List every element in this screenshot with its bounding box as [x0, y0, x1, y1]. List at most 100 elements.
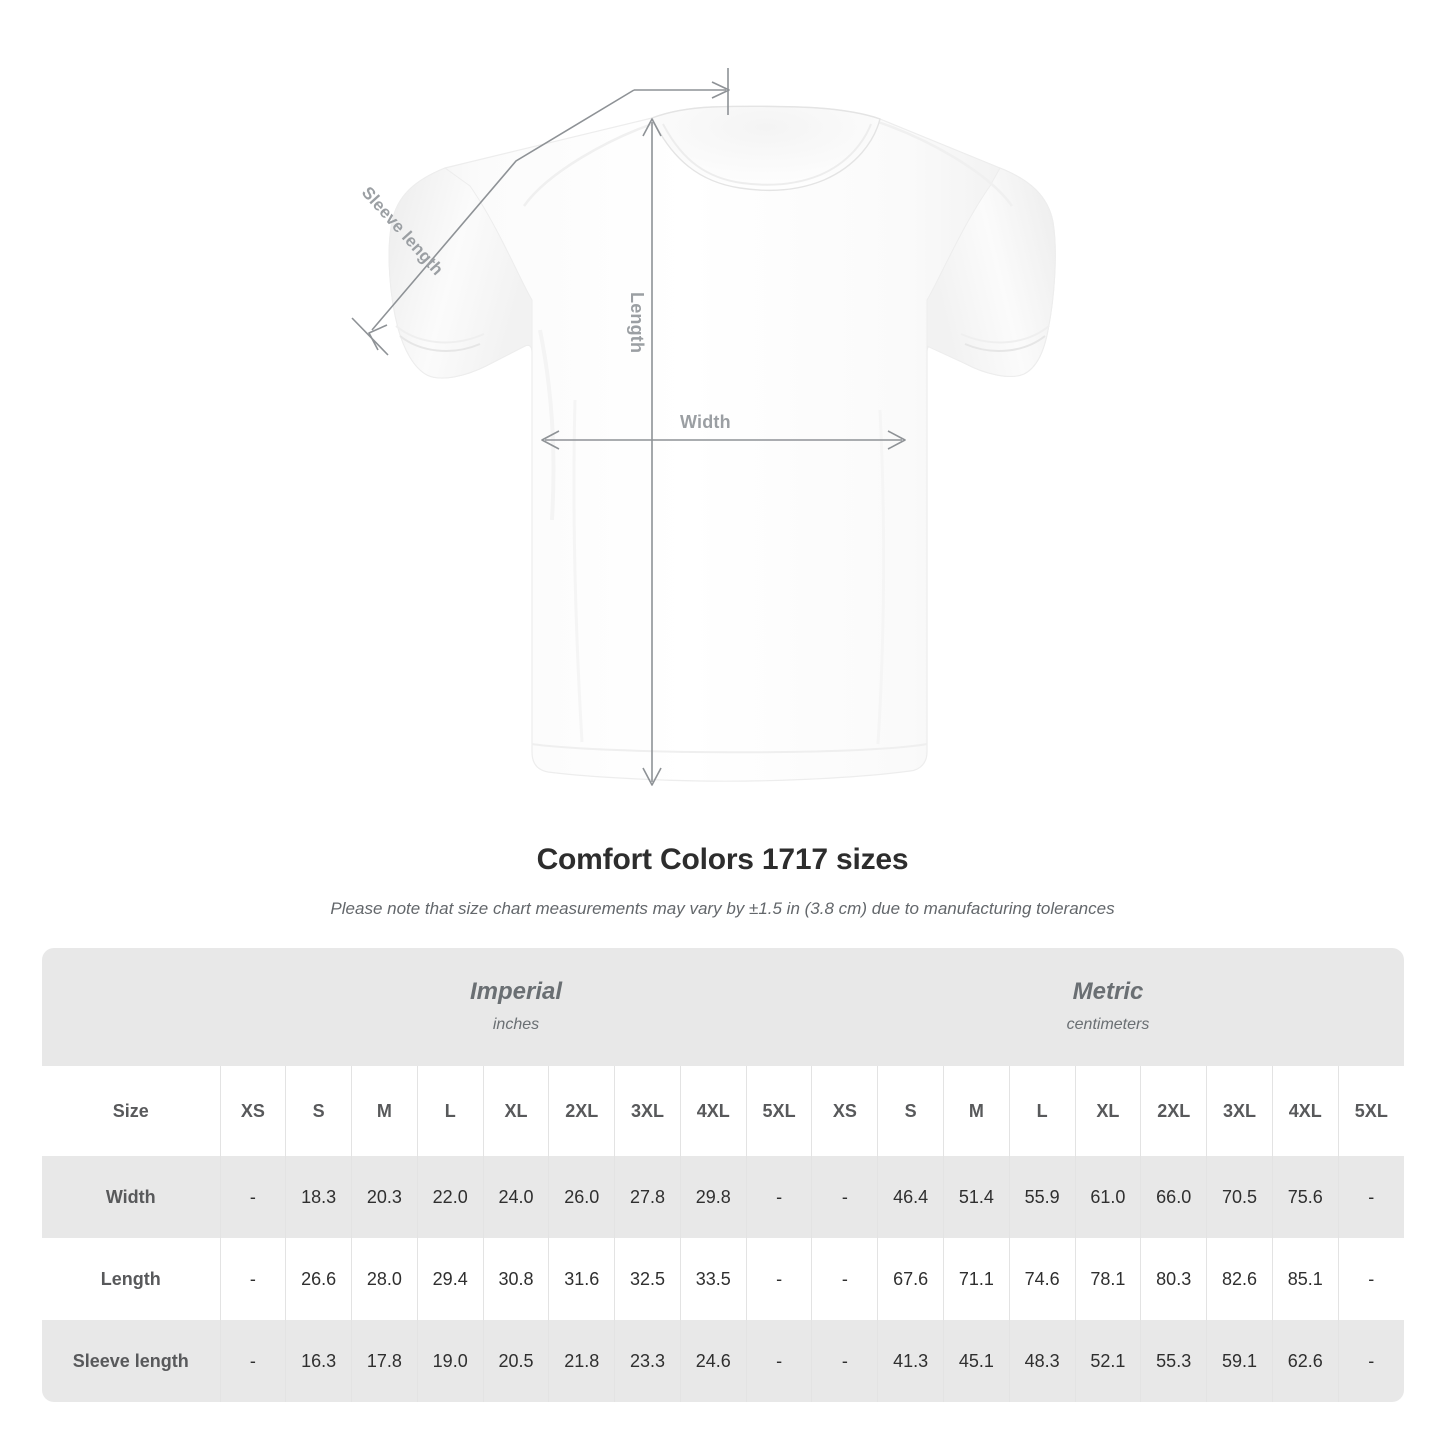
size-header-cell: XL [482, 1066, 549, 1156]
measurement-cell: 17.8 [351, 1320, 418, 1402]
size-header-cell: S [877, 1066, 944, 1156]
size-header-cell: 2XL [1140, 1066, 1207, 1156]
measurement-cell: 28.0 [351, 1238, 418, 1320]
measurement-cell: 82.6 [1206, 1238, 1273, 1320]
width-dimension-label: Width [680, 412, 731, 432]
measurement-cell: 62.6 [1271, 1320, 1339, 1402]
chart-heading: Comfort Colors 1717 sizes Please note th… [0, 840, 1445, 920]
measurement-cell: 78.1 [1074, 1238, 1141, 1320]
measurement-cell: 70.5 [1206, 1156, 1273, 1238]
measurement-cell: 75.6 [1271, 1156, 1339, 1238]
table-row: Length -26.6 28.0 29.4 30.8 31.6 32.5 33.5- -67.… [42, 1238, 1404, 1320]
size-header-cell: XS [811, 1066, 878, 1156]
size-header-row: Size XS S M L XL 2XL 3XL 4XL 5XL XS S M L XL 2XL 3XL 4XL 5… [42, 1066, 1404, 1156]
table-row: Width -18.3 20.3 22.0 24.0 26.0 27.8 29.8- -46.4… [42, 1156, 1404, 1238]
measurement-cell: - [219, 1156, 286, 1238]
measurement-cell: 27.8 [614, 1156, 681, 1238]
measurement-cell: - [219, 1238, 286, 1320]
measurement-cell: 61.0 [1074, 1156, 1141, 1238]
size-header-cell: 3XL [614, 1066, 681, 1156]
size-header-cell: 2XL [548, 1066, 615, 1156]
measurement-cell: 26.6 [285, 1238, 352, 1320]
table-row: Sleeve length -16.3 17.8 19.0 20.5 21.8 23.3 24… [42, 1320, 1404, 1402]
tshirt-measurement-diagram: Width Length Sleeve length [351, 68, 1056, 786]
page-title: Comfort Colors 1717 sizes [536, 843, 909, 876]
measurement-cell: 26.0 [548, 1156, 615, 1238]
size-header-cell: L [416, 1066, 484, 1156]
measurement-cell: 18.3 [285, 1156, 352, 1238]
measurement-cell: 52.1 [1074, 1320, 1141, 1402]
measurement-cell: - [1337, 1320, 1404, 1402]
measurement-cell: - [1337, 1156, 1404, 1238]
unit-name: Metric [1072, 978, 1144, 1005]
size-header-cell: XS [219, 1066, 286, 1156]
measurement-cell: 20.3 [351, 1156, 418, 1238]
measurement-row-label: Length [42, 1238, 221, 1320]
measurement-cell: - [745, 1320, 812, 1402]
measurement-cell: 45.1 [943, 1320, 1010, 1402]
length-arrow [642, 118, 662, 786]
measurement-row-label: Sleeve length [42, 1320, 221, 1402]
size-header-cell: M [943, 1066, 1010, 1156]
measurement-cell: 48.3 [1008, 1320, 1076, 1402]
measurement-cell: 23.3 [614, 1320, 681, 1402]
tolerance-note: Please note that size chart measurements… [330, 899, 1115, 918]
measurement-cell: - [745, 1238, 812, 1320]
measurement-annotations [351, 68, 906, 786]
size-header-cell: L [1008, 1066, 1076, 1156]
size-header-cell: M [351, 1066, 418, 1156]
measurement-cell: 24.0 [482, 1156, 549, 1238]
measurement-cell: 20.5 [482, 1320, 549, 1402]
width-arrow [541, 430, 906, 450]
measurement-cell: 29.8 [679, 1156, 747, 1238]
measurement-cell: 21.8 [548, 1320, 615, 1402]
size-header-cell: 4XL [1271, 1066, 1339, 1156]
measurement-cell: - [219, 1320, 286, 1402]
measurement-cell: 30.8 [482, 1238, 549, 1320]
unit-row-spacer [42, 948, 221, 1066]
size-header-cell: S [285, 1066, 352, 1156]
measurement-cell: 24.6 [679, 1320, 747, 1402]
measurement-cell: 67.6 [877, 1238, 944, 1320]
measurement-cell: 71.1 [943, 1238, 1010, 1320]
size-chart-table: Imperial inches Metric centimeters Size XS S M L… [42, 948, 1404, 1402]
measurement-cell: 55.9 [1008, 1156, 1076, 1238]
unit-header-imperial: Imperial inches [220, 948, 812, 1066]
size-header-cell: 4XL [679, 1066, 747, 1156]
unit-system-row: Imperial inches Metric centimeters [42, 948, 1404, 1066]
unit-header-metric: Metric centimeters [811, 948, 1404, 1066]
measurement-cell: 31.6 [548, 1238, 615, 1320]
sleeve-length-arrow [351, 68, 730, 356]
unit-subtitle: inches [492, 1016, 540, 1033]
measurement-cell: 41.3 [877, 1320, 944, 1402]
measurement-cell: 32.5 [614, 1238, 681, 1320]
measurement-cell: 51.4 [943, 1156, 1010, 1238]
measurement-cell: 19.0 [416, 1320, 484, 1402]
measurement-row-label: Width [42, 1156, 221, 1238]
measurement-cell: 59.1 [1206, 1320, 1273, 1402]
measurement-cell: - [811, 1320, 878, 1402]
measurement-cell: 55.3 [1140, 1320, 1207, 1402]
measurement-cell: 29.4 [416, 1238, 484, 1320]
size-header-cell: 3XL [1206, 1066, 1273, 1156]
measurement-cell: 33.5 [679, 1238, 747, 1320]
unit-subtitle: centimeters [1066, 1016, 1150, 1033]
shirt-body-shape [388, 105, 1056, 782]
measurement-cell: 22.0 [416, 1156, 484, 1238]
length-dimension-label: Length [627, 292, 647, 354]
measurement-cell: - [745, 1156, 812, 1238]
measurement-cell: 16.3 [285, 1320, 352, 1402]
size-header-cell: XL [1074, 1066, 1141, 1156]
measurement-cell: - [811, 1156, 878, 1238]
measurement-cell: 74.6 [1008, 1238, 1076, 1320]
measurement-cell: - [1337, 1238, 1404, 1320]
size-header-cell: 5XL [1337, 1066, 1404, 1156]
measurement-cell: 46.4 [877, 1156, 944, 1238]
measurement-cell: 66.0 [1140, 1156, 1207, 1238]
size-chart-table-container: Imperial inches Metric centimeters Size XS S M L… [42, 948, 1404, 1402]
measurement-cell: - [811, 1238, 878, 1320]
unit-name: Imperial [469, 978, 563, 1005]
size-column-header: Size [42, 1066, 221, 1156]
tshirt-illustration [351, 68, 1056, 786]
size-header-cell: 5XL [745, 1066, 812, 1156]
